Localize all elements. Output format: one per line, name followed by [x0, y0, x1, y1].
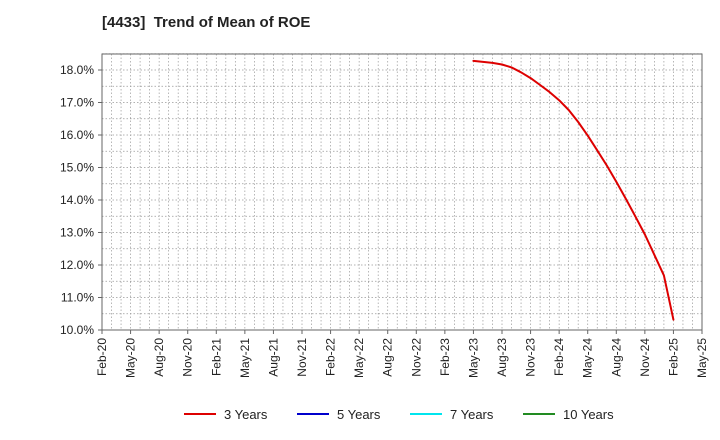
x-tick-label: May-25: [695, 338, 709, 378]
x-tick-label: Feb-25: [666, 338, 680, 376]
x-tick-label: Aug-22: [381, 338, 395, 377]
x-tick-label: Nov-20: [181, 338, 195, 377]
y-tick-label: 16.0%: [60, 128, 94, 142]
y-tick-label: 18.0%: [60, 63, 94, 77]
y-axis-ticks: 10.0% 11.0% 12.0% 13.0% 14.0% 15.0% 16.0% 17.0%…: [60, 63, 102, 337]
x-tick-label: Feb-24: [552, 338, 566, 376]
y-tick-label: 14.0%: [60, 193, 94, 207]
y-tick-label: 13.0%: [60, 226, 94, 240]
x-tick-label: Aug-23: [495, 338, 509, 377]
x-tick-label: Nov-23: [524, 338, 538, 377]
x-tick-label: Nov-21: [295, 338, 309, 377]
chart-title: [4433] Trend of Mean of ROE: [102, 14, 311, 31]
x-tick-label: Feb-20: [95, 338, 109, 376]
legend-label: 10 Years: [563, 407, 614, 422]
x-tick-label: Feb-22: [324, 338, 338, 376]
plot-area-frame: [101, 53, 703, 331]
x-tick-label: Aug-20: [152, 338, 166, 377]
y-tick-label: 11.0%: [61, 291, 94, 305]
legend-label: 5 Years: [337, 407, 381, 422]
series-lines: [472, 59, 675, 321]
x-tick-label: Nov-24: [638, 338, 652, 377]
x-tick-label: Feb-23: [438, 338, 452, 376]
legend: 3 Years 5 Years 7 Years 10 Years: [184, 407, 614, 422]
x-tick-label: Feb-21: [209, 338, 223, 376]
legend-label: 3 Years: [224, 407, 268, 422]
y-tick-label: 17.0%: [60, 96, 94, 110]
y-tick-label: 10.0%: [60, 323, 94, 337]
y-tick-label: 15.0%: [60, 161, 94, 175]
series-line-3-years: [472, 59, 675, 321]
y-tick-label: 12.0%: [60, 258, 94, 272]
x-tick-label: May-21: [238, 338, 252, 378]
x-tick-label: Nov-22: [409, 338, 423, 377]
x-tick-label: May-24: [581, 338, 595, 378]
x-tick-label: Aug-21: [266, 338, 280, 377]
x-tick-label: May-23: [466, 338, 480, 378]
x-tick-label: May-20: [124, 338, 138, 378]
grid-lines: [101, 53, 703, 331]
x-axis-ticks: Feb-20 May-20 Aug-20 Nov-20 Feb-21 May-21 Aug-…: [95, 330, 709, 378]
legend-label: 7 Years: [450, 407, 494, 422]
x-tick-label: May-22: [352, 338, 366, 378]
x-tick-label: Aug-24: [609, 338, 623, 377]
